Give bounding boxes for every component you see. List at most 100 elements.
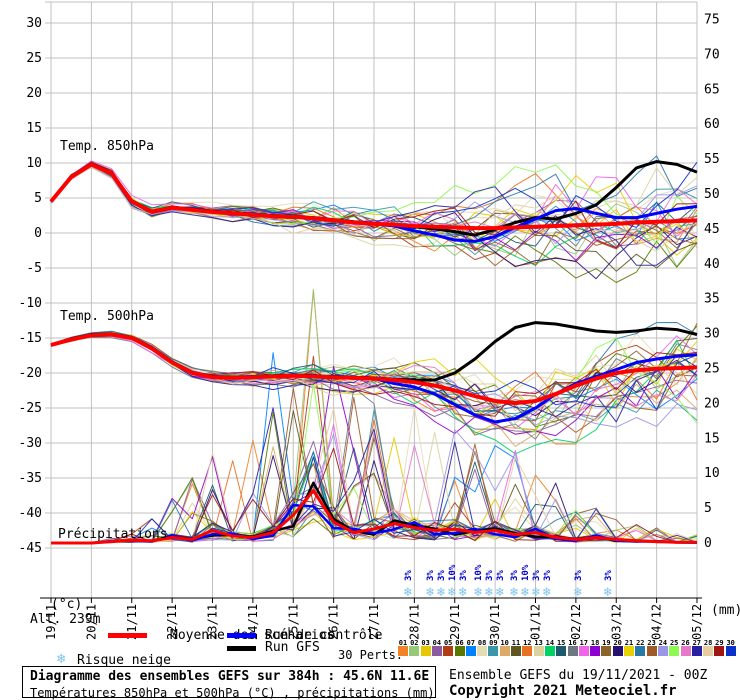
snow-risk-pct: 10%	[474, 564, 484, 581]
date-tick: 27/11	[367, 604, 381, 640]
snowflake-icon: ❄	[495, 585, 504, 600]
date-tick: 26/11	[327, 604, 341, 640]
perturbation-color-swatch	[601, 646, 612, 656]
diagram-title: Diagramme des ensembles GEFS sur 384h : …	[30, 669, 430, 684]
run-info: Ensemble GEFS du 19/11/2021 - 00Z	[449, 668, 708, 683]
temp500-section-label: Temp. 500hPa	[60, 309, 154, 324]
date-tick: 02/12	[569, 604, 583, 640]
perturbation-number: 21	[624, 639, 634, 647]
left-axis-tick: -5	[26, 261, 42, 276]
snow-risk-pct: 3%	[532, 570, 542, 581]
snowflake-icon: ❄	[573, 585, 582, 600]
snow-risk-pct: 3%	[437, 570, 447, 581]
perturbation-number: 01	[398, 639, 408, 647]
control-line-swatch	[227, 633, 256, 638]
right-axis-tick: 55	[704, 152, 720, 167]
snow-risk-pct: 3%	[404, 570, 414, 581]
date-tick: 20/11	[84, 604, 98, 640]
member-precip-line	[51, 408, 698, 544]
right-axis-tick: 25	[704, 362, 720, 377]
perturbation-color-swatch	[612, 646, 623, 656]
snowflake-icon: ❄	[473, 585, 482, 600]
date-tick: 24/11	[246, 604, 260, 640]
right-axis-tick: 15	[704, 431, 720, 446]
perturbation-color-swatch	[680, 646, 691, 656]
snowflake-icon: ❄	[531, 585, 540, 600]
legend-gfs-label: Run GFS	[265, 640, 320, 655]
perturbation-color-swatch	[703, 646, 714, 656]
right-axis-tick: 10	[704, 466, 720, 481]
snow-risk-pct: 10%	[521, 564, 531, 581]
date-tick: 25/11	[286, 604, 300, 640]
right-axis-tick: 50	[704, 187, 720, 202]
legend-snow-label: Risque neige	[77, 653, 171, 668]
right-axis-tick: 65	[704, 82, 720, 97]
perturbation-color-swatch	[465, 646, 476, 656]
perturbation-color-swatch	[499, 646, 510, 656]
perturbation-color-swatch	[714, 646, 725, 656]
perturbation-number: 25	[669, 639, 679, 647]
perturbation-number: 11	[511, 639, 521, 647]
snowflake-icon: ❄	[542, 585, 551, 600]
left-axis-tick: 5	[34, 191, 42, 206]
snowflake-icon: ❄	[509, 585, 518, 600]
date-tick: 29/11	[448, 604, 462, 640]
snow-risk-pct: 10%	[448, 564, 458, 581]
member-precip-line	[51, 451, 698, 544]
perturbation-color-swatch	[590, 646, 601, 656]
snowflake-icon: ❄	[484, 585, 493, 600]
date-tick: 05/12	[690, 604, 704, 640]
snow-risk-pct: 3%	[574, 570, 584, 581]
left-axis-tick: 0	[34, 226, 42, 241]
perturbation-color-swatch	[533, 646, 544, 656]
left-axis-tick: -30	[19, 436, 42, 451]
precip-section-label: Précipitations	[58, 527, 168, 542]
perturbation-color-swatch	[398, 646, 408, 656]
date-tick: 28/11	[407, 604, 421, 640]
perturbation-number: 07	[466, 639, 476, 647]
perturbation-number: 23	[647, 639, 656, 647]
date-tick: 30/11	[488, 604, 502, 640]
perturbation-color-swatch	[488, 646, 499, 656]
left-axis-tick: 30	[26, 16, 42, 31]
altitude-label: Alt. 239m	[30, 612, 101, 627]
perturbation-number: 20	[613, 639, 622, 647]
perturbation-color-swatch	[409, 646, 420, 656]
perturbation-number: 14	[545, 639, 555, 647]
left-axis-tick: 20	[26, 86, 42, 101]
left-axis-tick: -15	[19, 331, 42, 346]
member-temp500-line	[50, 322, 698, 415]
snowflake-icon: ❄	[603, 585, 612, 600]
perturbation-number: 04	[432, 639, 442, 647]
left-axis-tick: -10	[19, 296, 42, 311]
snow-risk-pct: 3%	[510, 570, 520, 581]
left-axis-tick: -35	[19, 471, 42, 486]
snowflake-icon: ❄	[447, 585, 456, 600]
date-tick: 03/12	[609, 604, 623, 640]
perturbation-color-swatch	[556, 646, 567, 656]
perturbation-color-swatch	[511, 646, 521, 656]
snow-risk-pct: 3%	[459, 570, 469, 581]
perturbation-color-swatch	[635, 646, 646, 656]
right-axis-tick: 30	[704, 327, 720, 342]
perturbation-number: 09	[489, 639, 498, 647]
perturbation-number: 24	[658, 639, 668, 647]
snowflake-icon: ❄	[403, 585, 412, 600]
perturbation-number: 02	[410, 639, 419, 647]
snowflake-icon: ❄	[57, 651, 66, 667]
perturbation-number: 30	[726, 639, 735, 647]
right-axis-tick: 35	[704, 292, 720, 307]
perturbation-color-swatch	[657, 646, 668, 656]
perturbation-color-swatch	[725, 646, 736, 656]
date-tick: 22/11	[165, 604, 179, 640]
member-precip-line	[51, 383, 698, 544]
diagram-info-box: Diagramme des ensembles GEFS sur 384h : …	[22, 666, 436, 700]
perturbation-color-swatch	[420, 646, 431, 656]
perturbation-number: 28	[703, 639, 713, 647]
mean-precip-line	[51, 489, 697, 545]
right-axis-unit: (mm)	[711, 603, 740, 618]
left-axis-tick: 25	[26, 51, 42, 66]
perturbation-number: 10	[500, 639, 509, 647]
right-axis-tick: 70	[704, 47, 720, 62]
